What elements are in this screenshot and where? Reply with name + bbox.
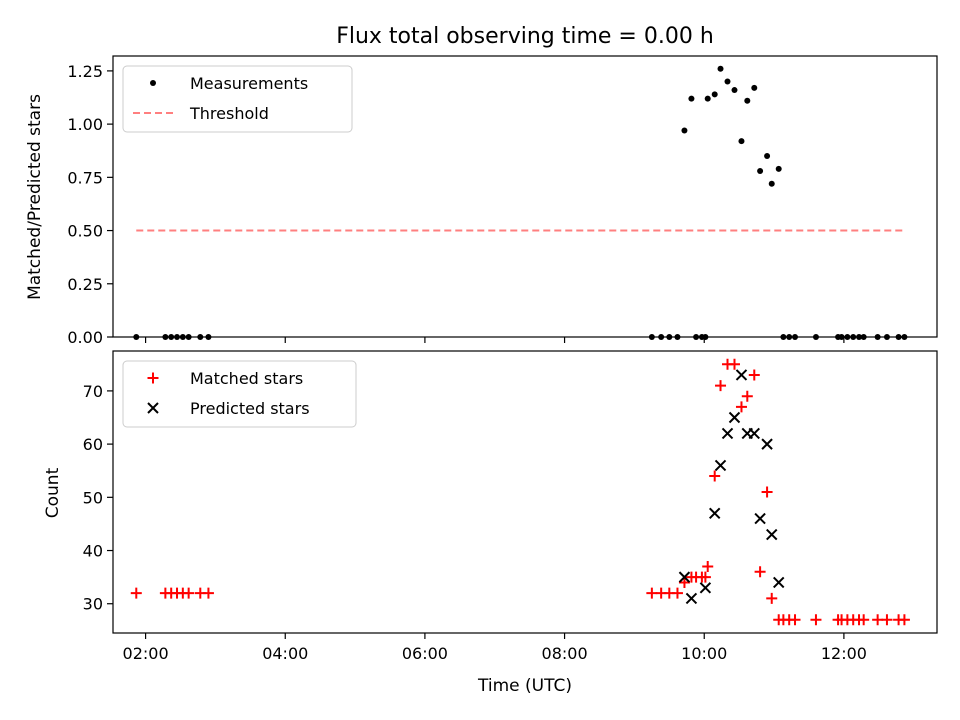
- matched-star-point: [646, 587, 658, 599]
- y-tick-label: 1.25: [67, 62, 103, 81]
- matched-star-point: [130, 587, 142, 599]
- predicted-star-point: [766, 528, 778, 541]
- y-tick-label: 60: [83, 435, 103, 454]
- matched-star-point: [671, 587, 683, 599]
- y-tick-label: 0.00: [67, 328, 103, 347]
- series-matched-stars: [130, 358, 910, 626]
- matched-star-point: [810, 614, 822, 626]
- legend-box: [122, 360, 357, 428]
- ratio-panel: Matched/Predicted stars 0.00 0.25 0.50 0.75…: [25, 55, 938, 347]
- legend-swatch-measurements: [150, 80, 156, 86]
- plot-frame: [112, 55, 938, 338]
- predicted-star-point: [678, 571, 691, 583]
- predicted-star-point: [761, 438, 773, 450]
- x-axis-label: Time (UTC): [477, 676, 572, 696]
- predicted-star-point: [721, 427, 734, 440]
- predicted-star-point: [773, 576, 785, 589]
- measurement-point: [768, 180, 775, 187]
- y-tick-label: 50: [83, 488, 103, 507]
- x-tick-label: 02:00: [123, 644, 169, 663]
- matched-star-point: [766, 592, 778, 604]
- matched-star-point: [898, 614, 910, 626]
- matched-star-point: [754, 566, 766, 578]
- y-tick-label: 0.25: [67, 275, 103, 294]
- y-tick-label: 0.75: [67, 168, 103, 187]
- predicted-star-point: [728, 411, 741, 424]
- predicted-star-point: [754, 512, 766, 525]
- measurement-point: [688, 95, 695, 102]
- matched-star-point: [761, 486, 773, 498]
- matched-star-point: [858, 614, 870, 626]
- matched-star-point: [678, 576, 690, 588]
- legend-label: Measurements: [190, 74, 308, 93]
- matched-star-point: [202, 587, 214, 599]
- matched-star-point: [881, 614, 893, 626]
- measurement-point: [711, 91, 718, 98]
- matched-star-point: [715, 380, 727, 392]
- count-panel: Count Time (UTC) 02:00 04:00 06:00 08:00 10:…: [43, 350, 938, 696]
- legend-swatch-matched: [147, 372, 159, 384]
- x-tick-label: 06:00: [402, 644, 448, 663]
- legend-label: Matched stars: [190, 369, 303, 388]
- measurement-point: [764, 153, 771, 160]
- y-tick-label: 70: [83, 382, 103, 401]
- measurement-point: [738, 138, 745, 145]
- measurement-point: [775, 165, 782, 172]
- y-tick-label: 30: [83, 595, 103, 614]
- predicted-star-point: [685, 592, 698, 605]
- legend-label: Predicted stars: [190, 399, 310, 418]
- y-tick-label: 1.00: [67, 115, 103, 134]
- legend-label: Threshold: [189, 104, 269, 123]
- y-tick-label: 40: [83, 542, 103, 561]
- matched-star-point: [741, 390, 753, 402]
- legend-swatch-predicted: [147, 402, 159, 414]
- plot-frame: [112, 350, 938, 634]
- matched-star-point: [735, 401, 747, 413]
- measurement-point: [681, 127, 688, 134]
- predicted-star-point: [748, 427, 760, 440]
- matched-star-point: [183, 587, 195, 599]
- matched-star-point: [872, 614, 884, 626]
- matched-star-point: [728, 358, 740, 370]
- matched-star-point: [702, 560, 714, 572]
- measurement-point: [744, 97, 751, 104]
- measurement-point: [704, 95, 711, 102]
- series-predicted-stars: [678, 369, 785, 605]
- legend-box: [122, 65, 353, 133]
- legend: Matched stars Predicted stars: [122, 360, 357, 428]
- measurement-point: [757, 167, 764, 174]
- measurement-point: [731, 87, 738, 94]
- legend: Measurements Threshold: [122, 65, 353, 133]
- x-tick-label: 04:00: [262, 644, 308, 663]
- matched-star-point: [709, 470, 721, 482]
- matched-star-point: [789, 614, 801, 626]
- count-y-axis-label: Count: [43, 467, 63, 518]
- x-tick-label: 10:00: [681, 644, 727, 663]
- x-tick-label: 08:00: [542, 644, 588, 663]
- ratio-y-axis-label: Matched/Predicted stars: [25, 94, 45, 300]
- predicted-star-point: [735, 369, 748, 381]
- measurement-point: [717, 65, 724, 72]
- y-tick-label: 0.50: [67, 222, 103, 241]
- matched-star-point: [699, 571, 711, 583]
- predicted-star-point: [708, 507, 721, 519]
- predicted-star-point: [714, 459, 727, 472]
- x-tick-label: 12:00: [821, 644, 867, 663]
- measurement-point: [724, 78, 731, 85]
- measurement-point: [751, 84, 758, 91]
- predicted-star-point: [699, 582, 712, 594]
- figure-title: Flux total observing time = 0.00 h: [336, 24, 714, 49]
- matched-star-point: [748, 369, 760, 381]
